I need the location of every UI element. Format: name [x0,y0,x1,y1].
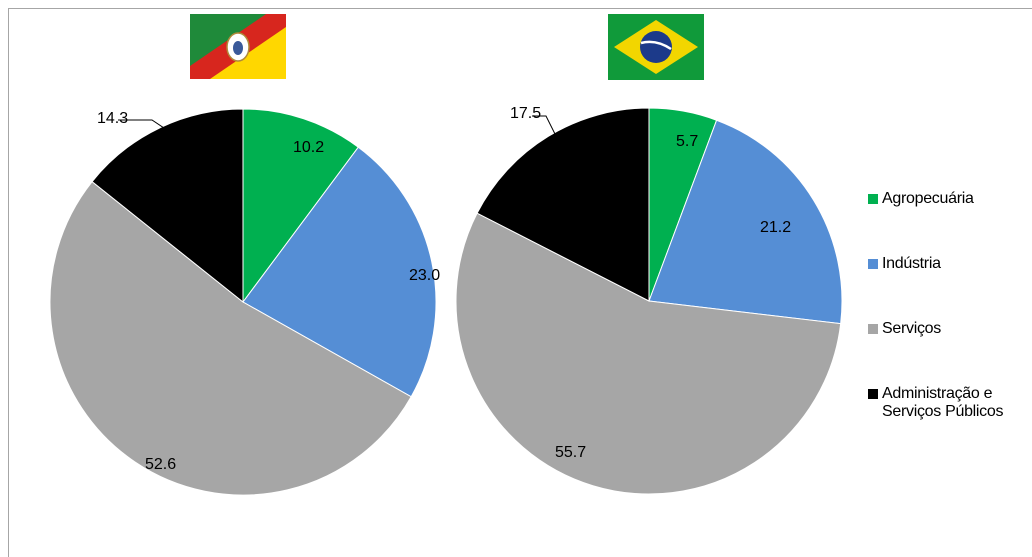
rio-grande-do-sul-flag-icon [190,14,286,79]
slice-servicos [455,212,842,495]
slice-servicos [49,180,412,496]
data-label-agropecuaria: 10.2 [293,139,324,156]
legend-swatch-agropecuaria [868,194,878,204]
legend-swatch-industria [868,259,878,269]
legend-swatch-administracao [868,389,878,399]
data-label-administracao: 14.3 [97,110,128,127]
data-label-servicos: 55.7 [555,444,586,461]
legend-label: Serviços [882,320,941,337]
legend-item-servicos: Serviços [868,320,941,338]
legend-label: Agropecuária [882,190,974,207]
data-label-servicos: 52.6 [145,456,176,473]
legend-item-agropecuaria: Agropecuária [868,190,974,208]
data-label-agropecuaria: 5.7 [676,133,698,150]
legend-swatch-servicos [868,324,878,334]
legend-label: Administração e Serviços Públicos [882,385,1004,420]
leader-line [532,115,557,137]
slice-industria [242,146,437,398]
legend-label: Indústria [882,255,941,272]
slice-industria [648,119,843,325]
slice-administracao [476,107,650,302]
data-label-industria: 23.0 [409,267,440,284]
pie-chart-rio-grande-do-sul: 10.2 23.0 52.6 14.3 [49,108,440,496]
data-label-administracao: 17.5 [510,105,541,122]
brazil-flag-icon [608,14,704,80]
data-label-industria: 21.2 [760,219,791,236]
leader-line [118,119,177,137]
pie-chart-brazil: 5.7 21.2 55.7 17.5 [455,105,843,495]
legend-item-administracao: Administração e Serviços Públicos [868,385,1003,421]
slice-agropecuaria [242,108,359,304]
legend-item-industria: Indústria [868,255,941,273]
slice-administracao [91,108,244,304]
